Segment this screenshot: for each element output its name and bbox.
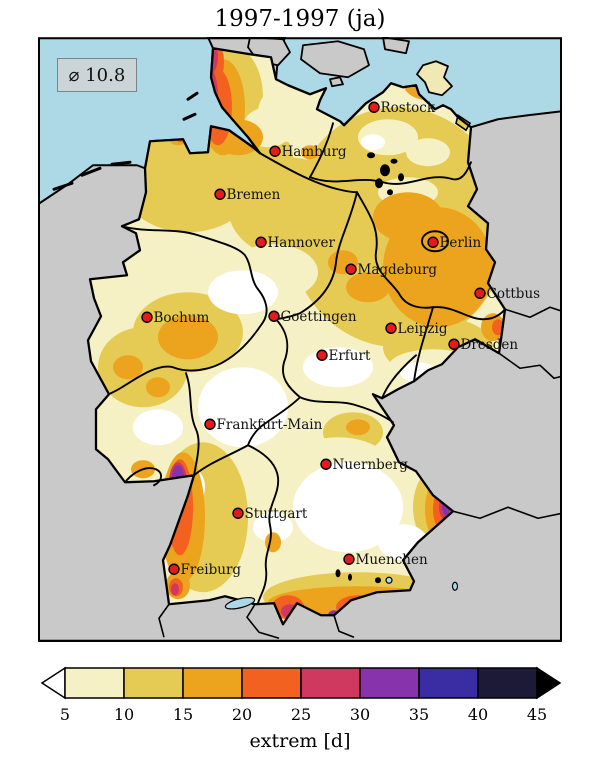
- city-marker-berlin: [427, 236, 439, 248]
- city-label-stuttgart: Stuttgart: [245, 506, 308, 522]
- colorbar-tick-20: 20: [232, 705, 252, 724]
- city-label-magdeburg: Magdeburg: [358, 262, 438, 278]
- level-below-5: [133, 134, 483, 561]
- city-label-muenchen: Muenchen: [356, 552, 428, 568]
- colorbar-tick-30: 30: [350, 705, 370, 724]
- city-label-bochum: Bochum: [154, 310, 210, 326]
- city-marker-leipzig: [385, 322, 397, 334]
- city-marker-rostock: [368, 101, 380, 113]
- city-label-erfurt: Erfurt: [329, 348, 371, 364]
- colorbar-ticks: 5 10 15 20 25 30 35 40 45: [60, 705, 547, 724]
- colorbar-segment-1: [123, 667, 184, 699]
- mean-value-text: ⌀ 10.8: [68, 64, 126, 86]
- colorbar-under-arrow: [40, 666, 66, 700]
- colorbar-tick-25: 25: [291, 705, 311, 724]
- city-marker-bremen: [214, 188, 226, 200]
- city-label-frankfurt-main: Frankfurt-Main: [217, 417, 323, 433]
- city-label-berlin: Berlin: [440, 235, 482, 251]
- city-marker-nuernberg: [320, 458, 332, 470]
- map-panel: Rostock Hamburg Bremen Hannover Berlin Magdeb…: [38, 37, 562, 642]
- colorbar-segments: [40, 666, 562, 700]
- city-marker-hannover: [255, 236, 267, 248]
- city-marker-goettingen: [268, 310, 280, 322]
- colorbar-tick-35: 35: [409, 705, 429, 724]
- germany-border: [86, 47, 507, 626]
- city-marker-dresden: [448, 338, 460, 350]
- city-label-hamburg: Hamburg: [282, 144, 347, 160]
- mean-value-badge: ⌀ 10.8: [57, 58, 137, 92]
- colorbar-segment-5: [359, 667, 420, 699]
- wadden-islands: [52, 91, 199, 191]
- city-label-freiburg: Freiburg: [181, 562, 242, 578]
- colorbar-over-arrow: [536, 666, 562, 700]
- city-marker-bochum: [141, 311, 153, 323]
- city-label-cottbus: Cottbus: [487, 286, 541, 302]
- colorbar-segment-7: [477, 667, 538, 699]
- foreign-borders: [158, 306, 562, 640]
- city-marker-erfurt: [316, 349, 328, 361]
- city-marker-frankfurt-main: [204, 418, 216, 430]
- alpine-lakes: [224, 576, 459, 610]
- state-borders: [108, 122, 506, 605]
- city-marker-muenchen: [343, 553, 355, 565]
- colorbar-segment-4: [300, 667, 361, 699]
- city-marker-magdeburg: [345, 263, 357, 275]
- city-label-leipzig: Leipzig: [398, 321, 448, 337]
- ruegen-island: [416, 60, 453, 97]
- colorbar-segment-0: [64, 667, 125, 699]
- colorbar: 5 10 15 20 25 30 35 40 45: [40, 666, 562, 724]
- plot-title: 1997-1997 (ja): [214, 6, 386, 32]
- city-label-rostock: Rostock: [381, 100, 436, 116]
- colorbar-segment-6: [418, 667, 479, 699]
- colorbar-tick-40: 40: [468, 705, 488, 724]
- city-label-dresden: Dresden: [461, 337, 519, 353]
- city-label-goettingen: Goettingen: [281, 309, 357, 325]
- colorbar-label: extrem [d]: [249, 730, 351, 752]
- colorbar-segment-2: [182, 667, 243, 699]
- city-marker-stuttgart: [232, 507, 244, 519]
- lake-constance: [224, 596, 256, 610]
- city-marker-freiburg: [168, 563, 180, 575]
- city-marker-hamburg: [269, 145, 281, 157]
- colorbar-segment-3: [241, 667, 302, 699]
- berlin-city-boundary: [421, 230, 449, 253]
- colorbar-tick-5: 5: [60, 705, 70, 724]
- danish-islands: [247, 37, 410, 88]
- colorbar-tick-45: 45: [527, 705, 547, 724]
- city-label-bremen: Bremen: [227, 187, 281, 203]
- map-frame: [38, 37, 562, 642]
- colorbar-tick-15: 15: [173, 705, 193, 724]
- city-label-nuernberg: Nuernberg: [333, 457, 409, 473]
- colorbar-tick-10: 10: [114, 705, 134, 724]
- map-svg: Rostock Hamburg Bremen Hannover BerlinMagdeb…: [38, 37, 562, 642]
- city-marker-cottbus: [474, 287, 486, 299]
- city-markers: Rostock Hamburg Bremen Hannover BerlinMagdeb…: [141, 100, 541, 578]
- mecklenburg-lakes: [335, 152, 404, 584]
- city-label-hannover: Hannover: [268, 235, 336, 251]
